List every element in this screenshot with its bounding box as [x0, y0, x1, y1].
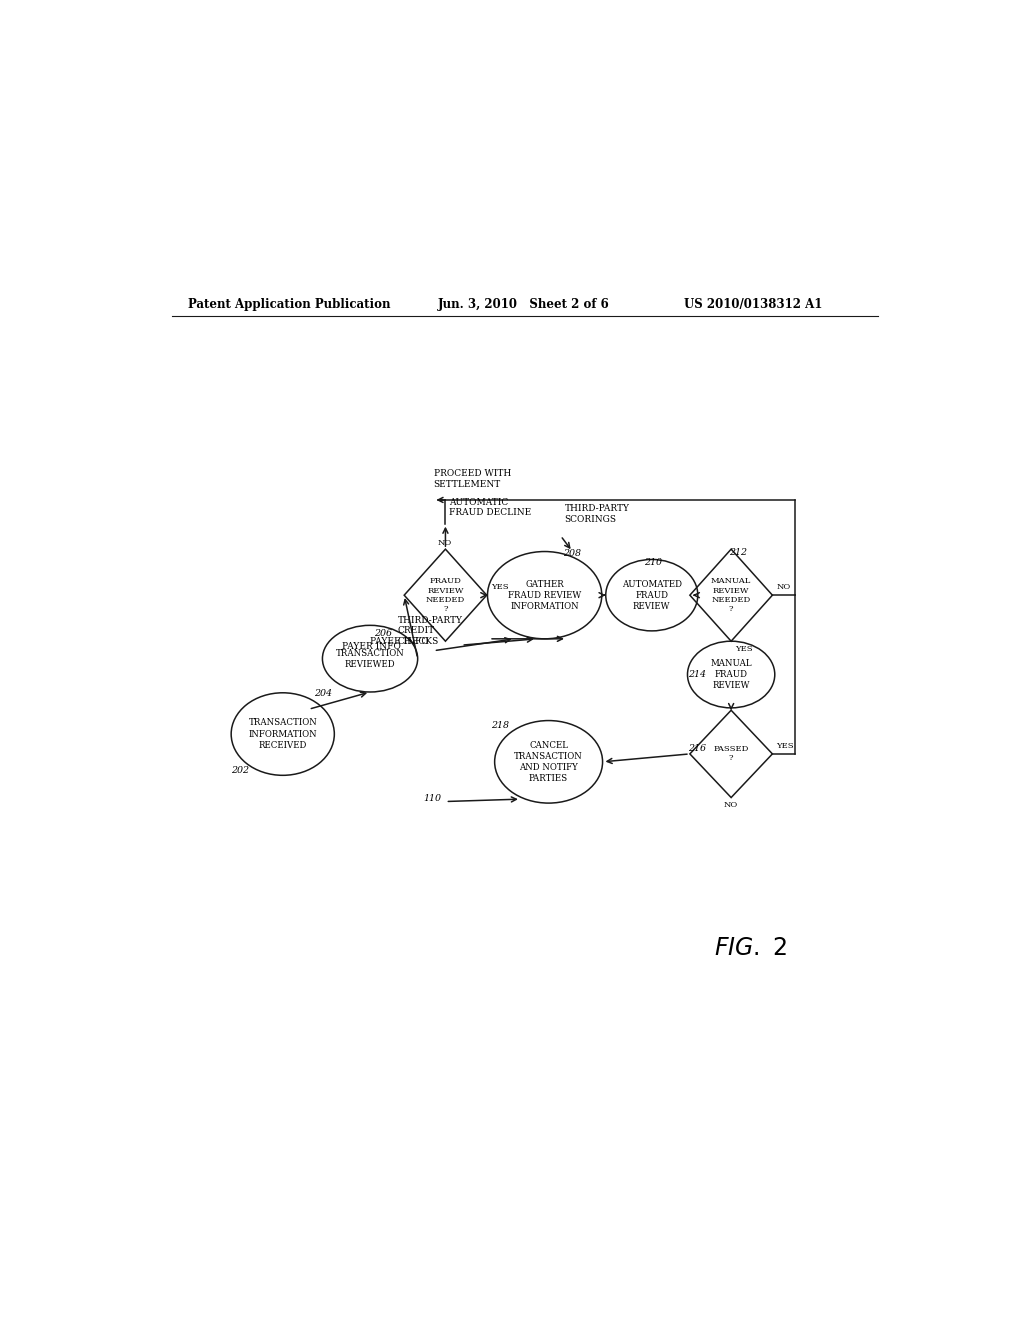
Text: 214: 214: [688, 669, 707, 678]
Text: NO: NO: [437, 539, 452, 548]
Text: THIRD-PARTY
SCORINGS: THIRD-PARTY SCORINGS: [564, 504, 630, 524]
Text: 202: 202: [231, 766, 249, 775]
Text: 216: 216: [688, 744, 707, 754]
Text: YES: YES: [735, 644, 753, 652]
Text: MANUAL
FRAUD
REVIEW: MANUAL FRAUD REVIEW: [711, 659, 752, 690]
Text: AUTOMATED
FRAUD
REVIEW: AUTOMATED FRAUD REVIEW: [622, 579, 682, 611]
Text: PASSED
?: PASSED ?: [714, 746, 749, 763]
Text: 206: 206: [374, 628, 392, 638]
Text: 110: 110: [423, 793, 441, 803]
Text: AUTOMATIC
FRAUD DECLINE: AUTOMATIC FRAUD DECLINE: [450, 498, 531, 517]
Text: Jun. 3, 2010   Sheet 2 of 6: Jun. 3, 2010 Sheet 2 of 6: [437, 298, 609, 312]
Text: TRANSACTION
REVIEWED: TRANSACTION REVIEWED: [336, 648, 404, 669]
Text: THIRD-PARTY
CREDIT
CHECKS: THIRD-PARTY CREDIT CHECKS: [397, 616, 463, 645]
Text: $\mathit{FIG.\ 2}$: $\mathit{FIG.\ 2}$: [715, 937, 787, 960]
Text: YES: YES: [776, 742, 794, 750]
Text: NO: NO: [776, 583, 791, 591]
Text: 218: 218: [492, 721, 510, 730]
Text: GATHER
FRAUD REVIEW
INFORMATION: GATHER FRAUD REVIEW INFORMATION: [508, 579, 582, 611]
Text: YES: YES: [490, 583, 508, 591]
Text: 204: 204: [314, 689, 333, 698]
Text: PAYEE INFO: PAYEE INFO: [370, 636, 429, 645]
Text: CANCEL
TRANSACTION
AND NOTIFY
PARTIES: CANCEL TRANSACTION AND NOTIFY PARTIES: [514, 741, 583, 783]
Text: 212: 212: [729, 548, 746, 557]
Text: TRANSACTION
INFORMATION
RECEIVED: TRANSACTION INFORMATION RECEIVED: [249, 718, 317, 750]
Text: MANUAL
REVIEW
NEEDED
?: MANUAL REVIEW NEEDED ?: [711, 577, 752, 612]
Text: FRAUD
REVIEW
NEEDED
?: FRAUD REVIEW NEEDED ?: [426, 577, 465, 612]
Text: 210: 210: [644, 558, 662, 566]
Text: NO: NO: [723, 801, 737, 809]
Text: PAYER INFO: PAYER INFO: [342, 643, 401, 651]
Text: 208: 208: [563, 549, 581, 558]
Text: US 2010/0138312 A1: US 2010/0138312 A1: [684, 298, 822, 312]
Text: Patent Application Publication: Patent Application Publication: [187, 298, 390, 312]
Text: PROCEED WITH
SETTLEMENT: PROCEED WITH SETTLEMENT: [433, 470, 511, 488]
